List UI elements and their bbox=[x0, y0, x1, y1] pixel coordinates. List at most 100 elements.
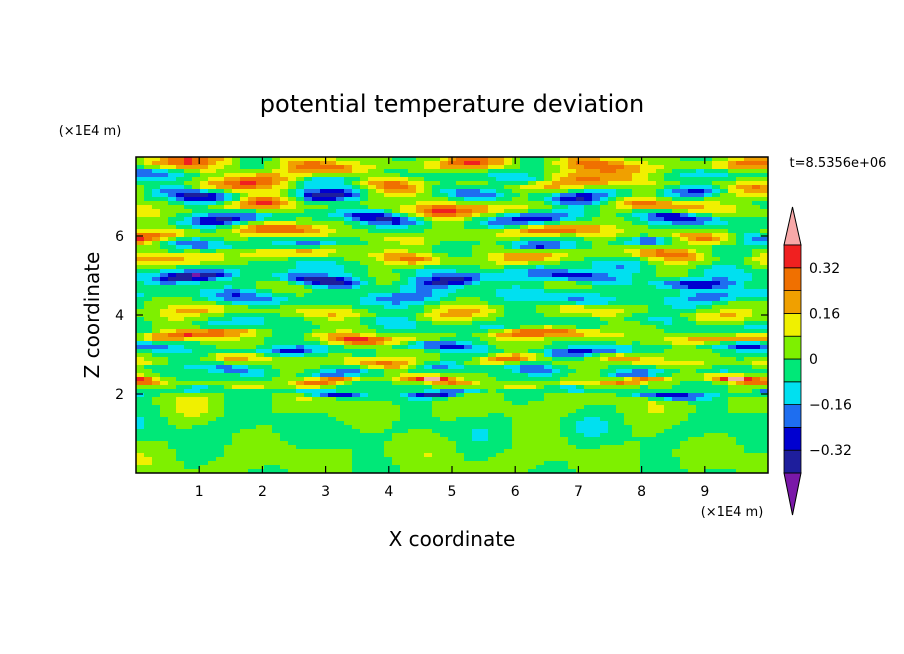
field-cell bbox=[360, 229, 369, 234]
field-cell bbox=[536, 369, 545, 374]
field-cell bbox=[472, 329, 481, 334]
field-cell bbox=[520, 389, 529, 394]
field-cell bbox=[656, 157, 665, 162]
field-cell bbox=[520, 165, 529, 170]
field-cell bbox=[216, 365, 225, 370]
field-cell bbox=[344, 333, 353, 338]
field-cell bbox=[152, 285, 161, 290]
field-cell bbox=[552, 365, 561, 370]
field-cell bbox=[392, 349, 401, 354]
field-cell bbox=[144, 277, 153, 282]
field-cell bbox=[240, 285, 249, 290]
field-cell bbox=[696, 245, 705, 250]
field-cell bbox=[192, 277, 201, 282]
field-cell bbox=[616, 333, 625, 338]
field-cell bbox=[640, 213, 649, 218]
field-cell bbox=[328, 297, 337, 302]
field-cell bbox=[520, 333, 529, 338]
field-cell bbox=[200, 337, 209, 342]
field-cell bbox=[144, 373, 153, 378]
field-cell bbox=[528, 277, 537, 282]
field-cell bbox=[224, 197, 233, 202]
field-cell bbox=[344, 197, 353, 202]
field-cell bbox=[440, 405, 449, 410]
field-cell bbox=[384, 381, 393, 386]
field-cell bbox=[376, 345, 385, 350]
field-cell bbox=[224, 309, 233, 314]
field-cell bbox=[408, 281, 417, 286]
field-cell bbox=[536, 377, 545, 382]
field-cell bbox=[200, 285, 209, 290]
field-cell bbox=[544, 197, 553, 202]
field-cell bbox=[432, 249, 441, 254]
field-cell bbox=[632, 381, 641, 386]
field-cell bbox=[456, 213, 465, 218]
field-cell bbox=[384, 253, 393, 258]
field-cell bbox=[192, 217, 201, 222]
field-cell bbox=[568, 357, 577, 362]
field-cell bbox=[616, 173, 625, 178]
field-cell bbox=[536, 181, 545, 186]
field-cell bbox=[576, 313, 585, 318]
field-cell bbox=[392, 397, 401, 402]
field-cell bbox=[288, 377, 297, 382]
field-cell bbox=[312, 353, 321, 358]
field-cell bbox=[160, 189, 169, 194]
field-cell bbox=[192, 337, 201, 342]
field-cell bbox=[752, 169, 761, 174]
field-cell bbox=[576, 277, 585, 282]
field-cell bbox=[192, 409, 201, 414]
field-cell bbox=[312, 305, 321, 310]
field-cell bbox=[320, 261, 329, 266]
field-cell bbox=[728, 289, 737, 294]
field-cell bbox=[272, 245, 281, 250]
field-cell bbox=[240, 229, 249, 234]
field-cell bbox=[584, 333, 593, 338]
field-cell bbox=[504, 297, 513, 302]
field-cell bbox=[208, 173, 217, 178]
field-cell bbox=[272, 357, 281, 362]
field-cell bbox=[176, 157, 185, 162]
field-cell bbox=[264, 165, 273, 170]
field-cell bbox=[504, 249, 513, 254]
field-cell bbox=[224, 249, 233, 254]
field-cell bbox=[296, 301, 305, 306]
field-cell bbox=[288, 385, 297, 390]
field-cell bbox=[752, 385, 761, 390]
field-cell bbox=[696, 317, 705, 322]
field-cell bbox=[520, 233, 529, 238]
field-cell bbox=[296, 161, 305, 166]
field-cell bbox=[752, 285, 761, 290]
field-cell bbox=[544, 341, 553, 346]
field-cell bbox=[280, 189, 289, 194]
field-cell bbox=[552, 229, 561, 234]
field-cell bbox=[352, 197, 361, 202]
field-cell bbox=[408, 385, 417, 390]
field-cell bbox=[400, 169, 409, 174]
field-cell bbox=[328, 289, 337, 294]
field-cell bbox=[152, 393, 161, 398]
field-cell bbox=[392, 157, 401, 162]
field-cell bbox=[200, 309, 209, 314]
field-cell bbox=[392, 253, 401, 258]
field-cell bbox=[232, 301, 241, 306]
field-cell bbox=[752, 313, 761, 318]
field-cell bbox=[344, 225, 353, 230]
field-cell bbox=[256, 265, 265, 270]
field-cell bbox=[584, 365, 593, 370]
field-cell bbox=[376, 397, 385, 402]
field-cell bbox=[176, 333, 185, 338]
field-cell bbox=[568, 369, 577, 374]
field-cell bbox=[400, 405, 409, 410]
field-cell bbox=[224, 217, 233, 222]
field-cell bbox=[200, 161, 209, 166]
field-cell bbox=[160, 177, 169, 182]
field-cell bbox=[192, 393, 201, 398]
field-cell bbox=[184, 157, 193, 162]
field-cell bbox=[456, 209, 465, 214]
field-cell bbox=[616, 353, 625, 358]
field-cell bbox=[448, 301, 457, 306]
field-cell bbox=[736, 329, 745, 334]
field-cell bbox=[632, 157, 641, 162]
field-cell bbox=[552, 377, 561, 382]
